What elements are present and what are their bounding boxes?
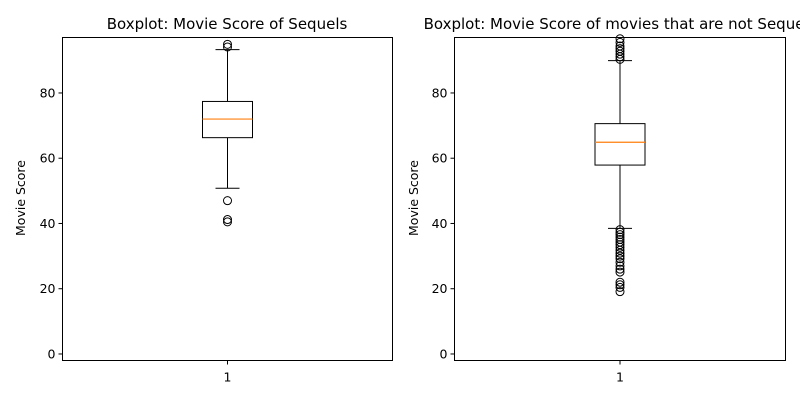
outlier-point: [615, 34, 625, 44]
y-tick-label: 20: [432, 281, 448, 296]
axes-frame: [454, 37, 786, 361]
outlier-point: [223, 217, 232, 227]
y-tick-label: 20: [40, 281, 56, 296]
outlier-point: [223, 39, 232, 49]
outlier-point: [615, 287, 625, 297]
y-axis-label: Movie Score: [406, 160, 421, 236]
y-tick-label: 60: [40, 151, 56, 166]
chart-title: Boxplot: Movie Score of movies that are …: [424, 15, 800, 33]
outlier-point: [615, 227, 625, 237]
y-tick-label: 60: [432, 151, 448, 166]
chart-title: Boxplot: Movie Score of Sequels: [107, 15, 348, 33]
outlier-point: [615, 280, 625, 290]
outlier-point: [615, 277, 625, 287]
y-tick-label: 0: [48, 346, 56, 361]
outlier-point: [615, 242, 625, 252]
outlier-point: [615, 44, 625, 54]
y-tick-label: 40: [40, 216, 56, 231]
outlier-point: [615, 282, 625, 292]
sequels-boxplot-panel: Boxplot: Movie Score of Sequels Movie Sc…: [13, 15, 393, 385]
y-tick-label: 80: [432, 85, 448, 100]
outlier-point: [615, 264, 625, 274]
outlier-point: [223, 196, 232, 206]
outlier-point: [223, 215, 232, 225]
outlier-point: [223, 42, 232, 52]
y-tick-label: 40: [432, 216, 448, 231]
y-tick-label: 80: [40, 85, 56, 100]
boxplot-marks: 0 20 40 60 80 1: [40, 39, 253, 385]
outlier-point: [615, 257, 625, 267]
axes-frame: [62, 37, 393, 361]
outlier-point: [615, 46, 625, 56]
y-axis-label: Movie Score: [13, 160, 28, 236]
boxplot-marks: 0 20 40 60 80 1: [432, 34, 646, 385]
outlier-point: [615, 261, 625, 271]
x-tick-label: 1: [224, 370, 232, 385]
outlier-point: [615, 254, 625, 264]
non-sequels-boxplot-panel: Boxplot: Movie Score of movies that are …: [406, 15, 800, 385]
outlier-point: [615, 267, 625, 277]
x-tick-label: 1: [616, 370, 624, 385]
iqr-box: [594, 123, 646, 166]
outlier-point: [615, 251, 625, 261]
y-tick-label: 0: [440, 346, 448, 361]
outlier-point: [615, 248, 625, 258]
outlier-point: [615, 41, 625, 51]
outlier-point: [615, 37, 625, 47]
